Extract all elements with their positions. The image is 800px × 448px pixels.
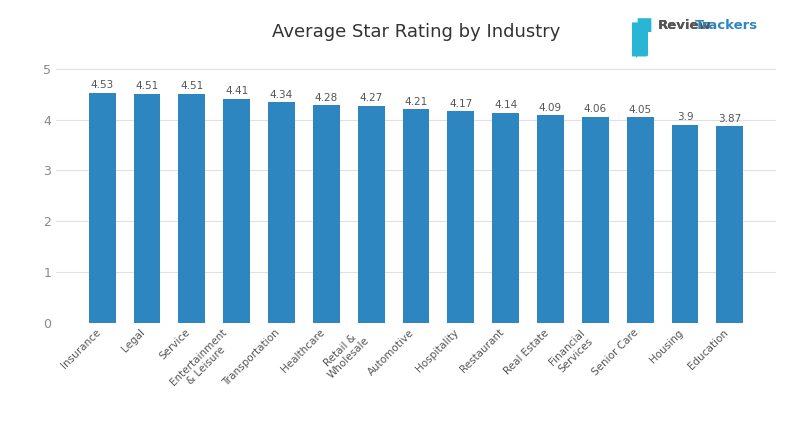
Text: 3.87: 3.87 (718, 114, 742, 124)
Text: Review: Review (658, 19, 711, 32)
Text: 4.09: 4.09 (539, 103, 562, 112)
Text: Trackers: Trackers (694, 19, 758, 32)
Text: 4.17: 4.17 (450, 99, 473, 108)
Text: Review: Review (658, 19, 711, 32)
Bar (402, 109, 430, 323)
Bar (313, 105, 340, 323)
Text: 4.28: 4.28 (314, 93, 338, 103)
Text: 4.51: 4.51 (180, 81, 203, 91)
Title: Average Star Rating by Industry: Average Star Rating by Industry (272, 23, 560, 41)
Text: 4.51: 4.51 (135, 81, 158, 91)
Text: ■: ■ (635, 16, 653, 34)
FancyBboxPatch shape (630, 22, 649, 56)
Bar (178, 94, 206, 323)
Text: 4.05: 4.05 (629, 105, 652, 115)
Bar (447, 111, 474, 323)
Bar (716, 126, 743, 323)
Bar (358, 106, 385, 323)
Text: 4.27: 4.27 (359, 94, 382, 103)
Bar (223, 99, 250, 323)
Bar (134, 94, 161, 323)
Polygon shape (634, 51, 638, 58)
Bar (89, 93, 116, 323)
Text: 4.34: 4.34 (270, 90, 293, 100)
Bar (582, 116, 609, 323)
Bar (537, 115, 564, 323)
Text: 4.21: 4.21 (404, 96, 428, 107)
Text: 4.41: 4.41 (225, 86, 248, 96)
Text: 3.9: 3.9 (677, 112, 694, 122)
Bar (492, 112, 519, 323)
Bar (671, 125, 698, 323)
Bar (268, 103, 295, 323)
Text: 4.14: 4.14 (494, 100, 518, 110)
Bar (626, 117, 654, 323)
Text: 4.53: 4.53 (90, 80, 114, 90)
Text: 4.06: 4.06 (584, 104, 607, 114)
